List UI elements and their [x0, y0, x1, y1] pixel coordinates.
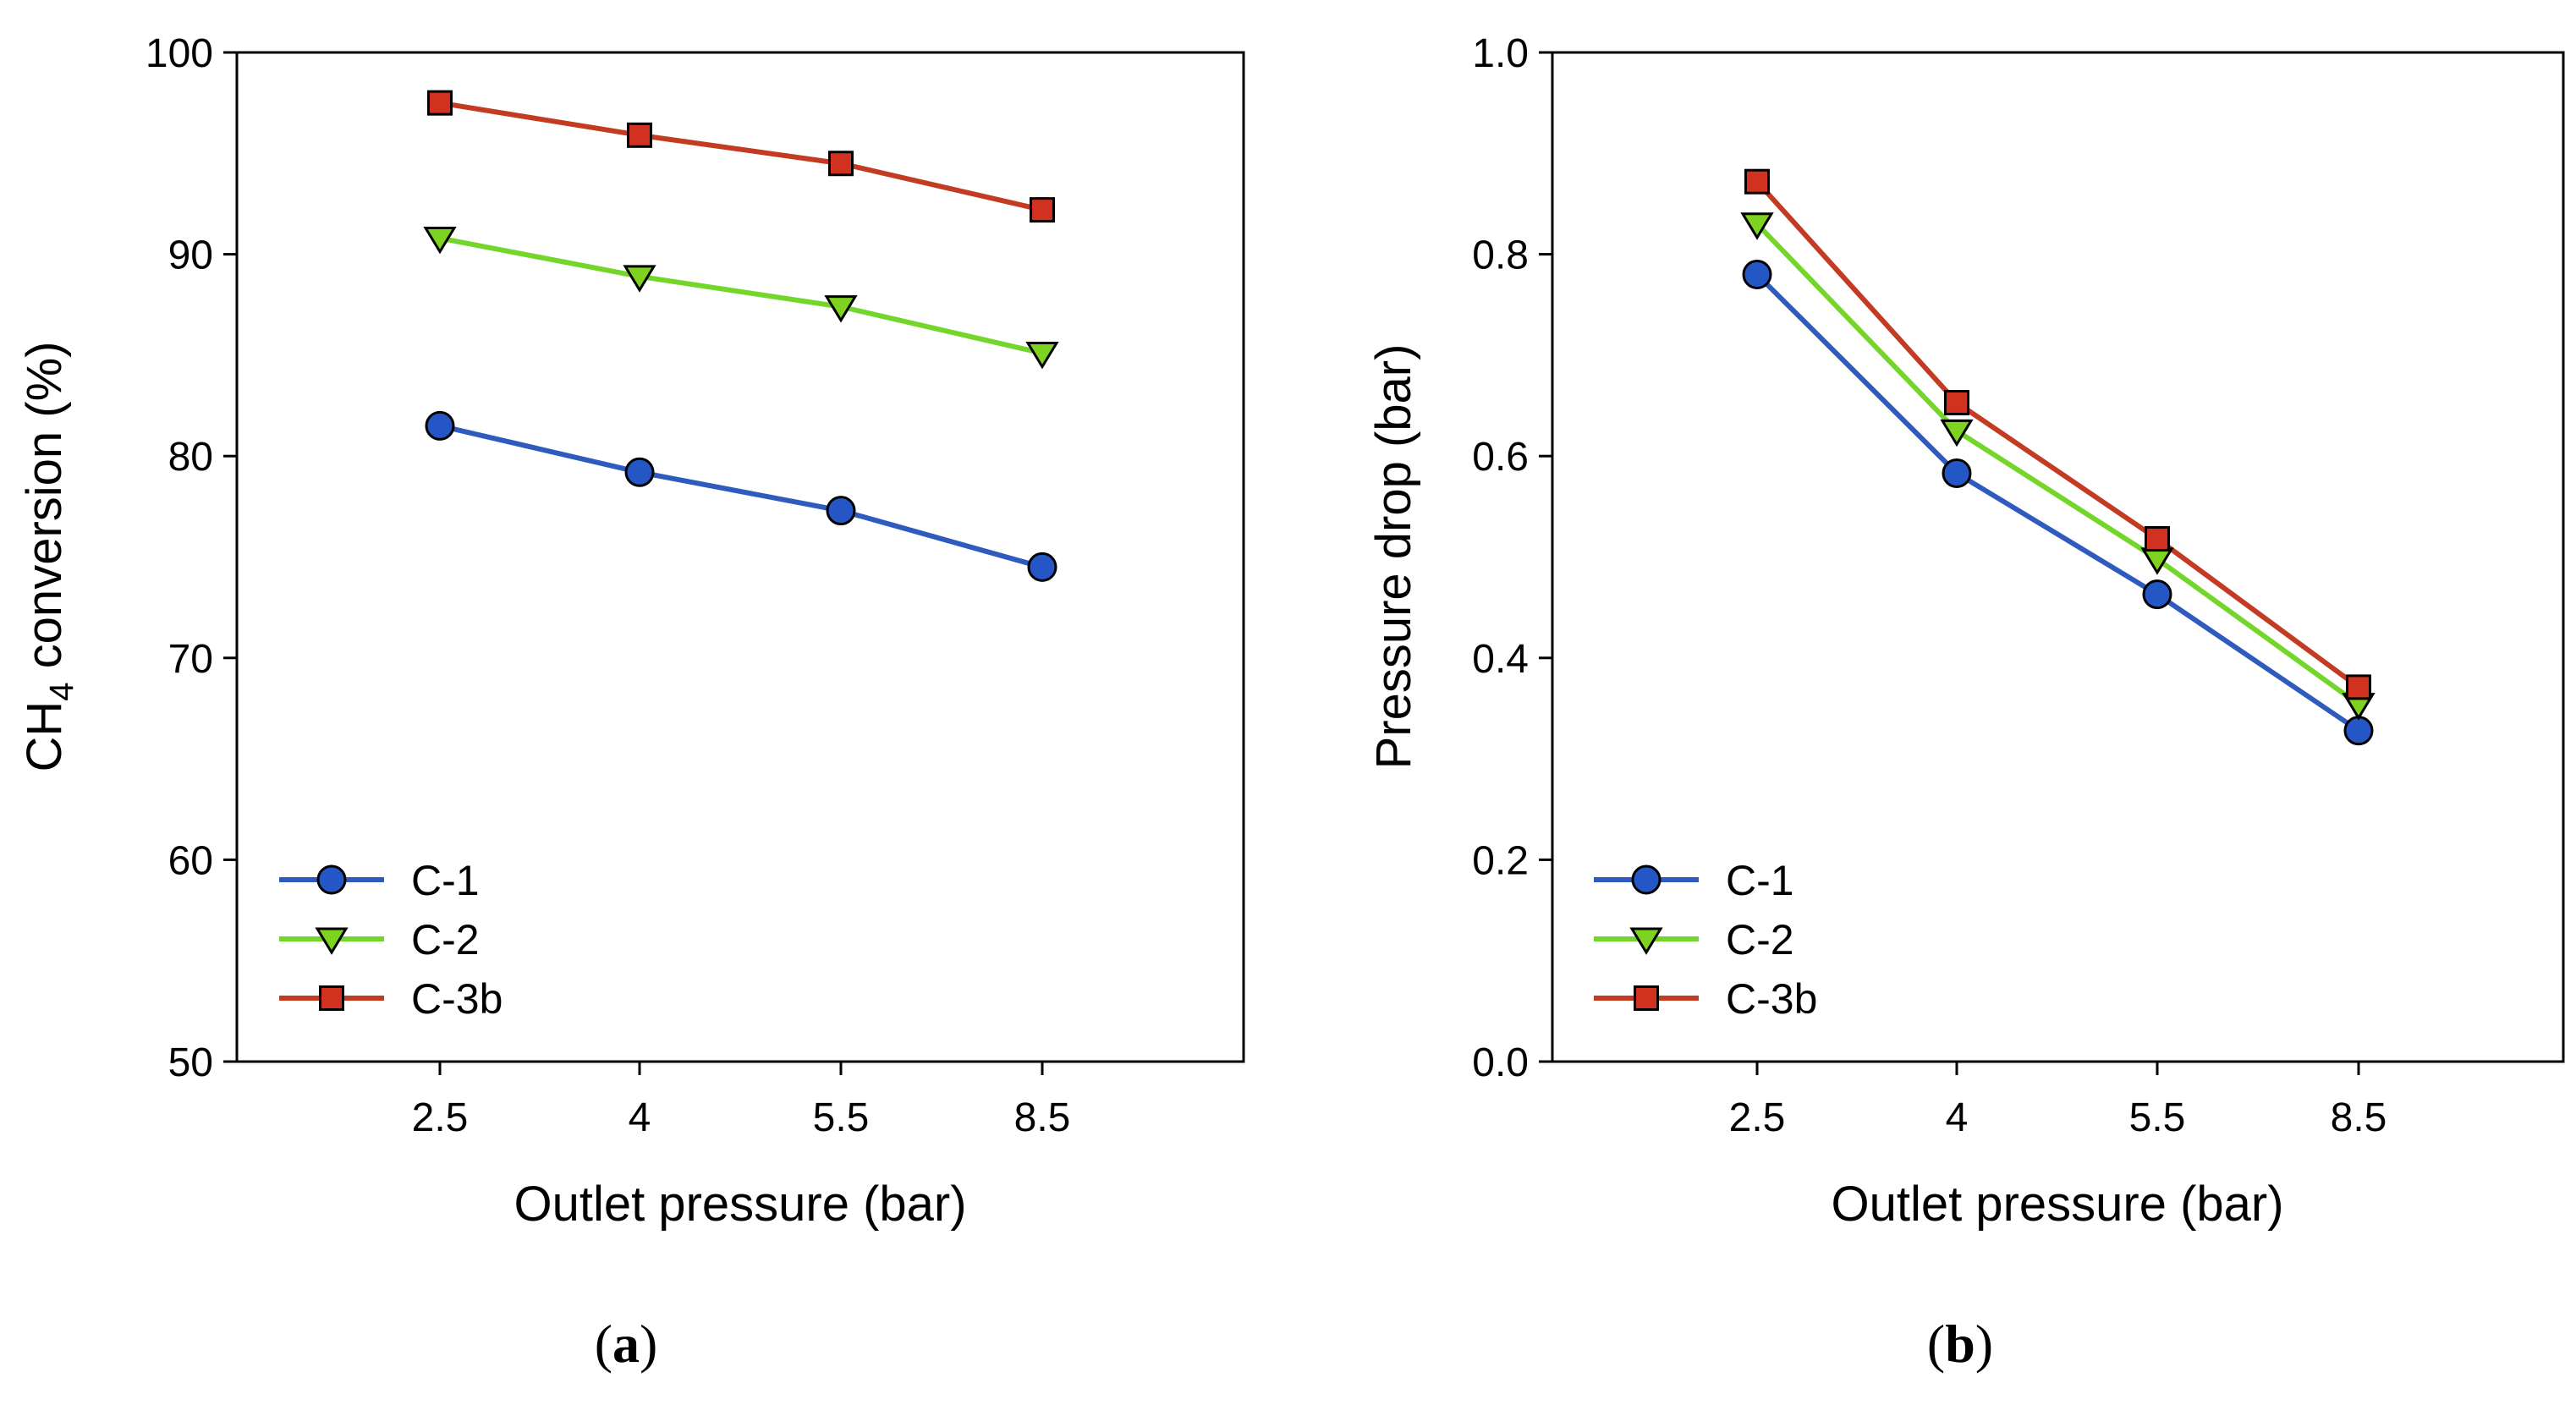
data-point-c-3b	[1944, 389, 1969, 415]
series-line-c-2	[439, 235, 1043, 356]
y-tick-label: 70	[168, 637, 213, 682]
series-line-c-2	[1755, 222, 2360, 707]
data-point-c-3b	[427, 90, 453, 116]
y-tick-label: 50	[168, 1040, 213, 1085]
series-line-c-3b	[439, 100, 1043, 213]
legend-marker	[316, 864, 347, 895]
y-axis-title: Pressure drop (bar)	[1366, 344, 1421, 770]
data-point-c-2	[1740, 212, 1774, 240]
data-point-c-3b	[1744, 168, 1770, 195]
x-axis-title: Outlet pressure (bar)	[1831, 1177, 2283, 1232]
data-point-c-1	[1027, 552, 1057, 582]
series-line-c-3b	[1755, 179, 2360, 689]
x-axis-title: Outlet pressure (bar)	[514, 1177, 966, 1232]
data-point-c-2	[623, 265, 656, 293]
x-tick-label: 4	[629, 1095, 651, 1140]
x-tick-label: 8.5	[2331, 1095, 2387, 1140]
legend-marker	[315, 927, 349, 955]
y-tick-label: 0.8	[1472, 233, 1529, 278]
x-tick-label: 8.5	[1014, 1095, 1071, 1140]
data-point-c-1	[826, 496, 856, 526]
plot-frame	[1551, 51, 2565, 1063]
legend-label: C-2	[1726, 916, 1794, 963]
data-point-c-1	[2142, 579, 2172, 610]
data-point-c-1	[1742, 259, 1772, 289]
data-point-c-1	[425, 410, 455, 441]
y-tick-label: 0.2	[1472, 838, 1529, 883]
series-line-c-1	[439, 423, 1043, 570]
data-point-c-2	[824, 295, 858, 323]
legend-label: C-3b	[1726, 975, 1817, 1023]
panel-b: 0.0 0.2 0.4 0.6 0.8 1.0 2.5 4 5.5 8.5 C-1 C-2 C-3b Ou…	[1366, 31, 2565, 1374]
y-tick-label: 1.0	[1472, 31, 1529, 76]
x-tick-label: 2.5	[412, 1095, 469, 1140]
legend-label: C-1	[411, 857, 480, 904]
x-tick-label: 4	[1946, 1095, 1969, 1140]
x-tick-label: 5.5	[813, 1095, 870, 1140]
legend-marker	[319, 985, 344, 1011]
data-point-c-3b	[828, 151, 854, 177]
y-tick-label: 0.4	[1472, 637, 1529, 682]
legend-marker	[1634, 985, 1659, 1011]
x-tick-label: 2.5	[1729, 1095, 1786, 1140]
y-tick-label: 60	[168, 838, 213, 883]
y-tick-label: 80	[168, 435, 213, 480]
data-point-c-3b	[2145, 526, 2170, 552]
data-point-c-2	[423, 227, 457, 255]
series-line-c-1	[1755, 272, 2360, 733]
y-tick-label: 0.6	[1472, 435, 1529, 480]
panel-a: 50 60 70 80 90 100 2.5 4 5.5 8.5 C-1 C-2 C-3b Outlet …	[17, 31, 1245, 1374]
panel-label: (a)	[595, 1314, 658, 1374]
panel-label: (b)	[1927, 1314, 1993, 1374]
data-point-c-1	[2343, 716, 2374, 746]
data-point-c-3b	[627, 122, 652, 148]
data-point-c-2	[1025, 342, 1059, 370]
x-tick-label: 5.5	[2129, 1095, 2186, 1140]
legend-marker	[1629, 927, 1663, 955]
data-point-c-2	[1940, 419, 1974, 447]
y-tick-label: 90	[168, 233, 213, 278]
plot-frame	[235, 51, 1245, 1063]
y-axis-title: CH4 conversion (%)	[17, 342, 80, 772]
data-point-c-3b	[1030, 197, 1055, 223]
legend-label: C-3b	[411, 975, 503, 1023]
data-point-c-1	[1942, 458, 1972, 488]
legend-label: C-2	[411, 916, 480, 963]
data-point-c-3b	[2346, 674, 2371, 700]
y-tick-label: 100	[146, 31, 213, 76]
y-tick-label: 0.0	[1472, 1040, 1529, 1085]
legend-marker	[1631, 864, 1661, 895]
legend-label: C-1	[1726, 857, 1794, 904]
data-point-c-1	[624, 457, 655, 487]
